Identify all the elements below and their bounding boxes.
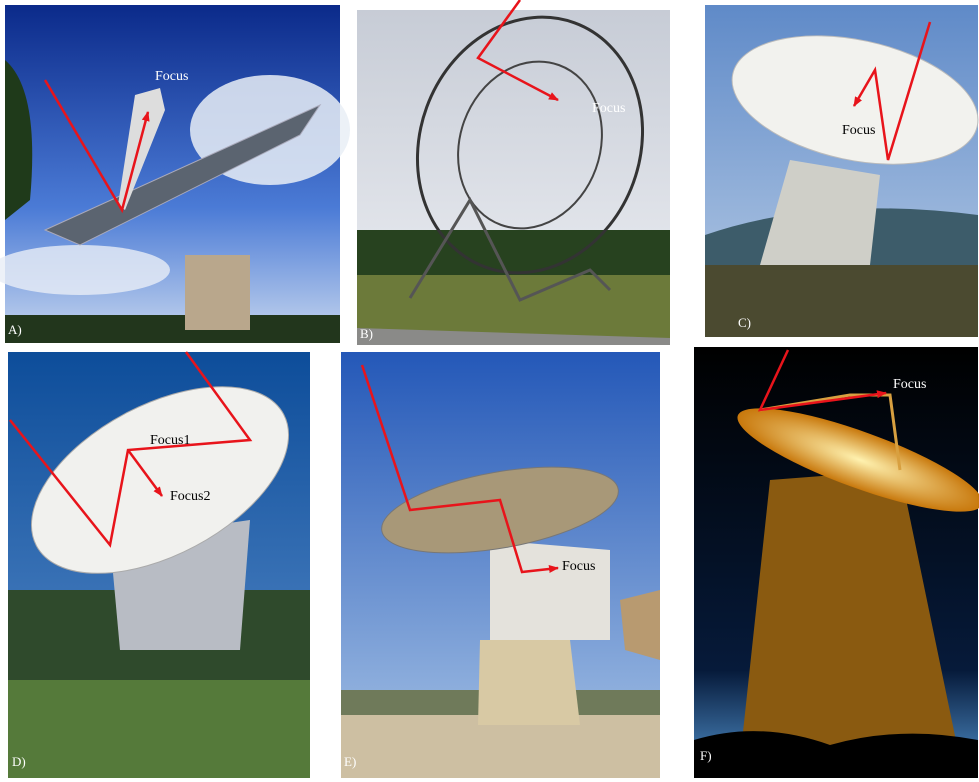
mount [760, 160, 880, 265]
panel-f: Focus F) [694, 347, 979, 778]
panel-a: Focus A) [0, 5, 350, 343]
tree [5, 60, 33, 220]
ground [8, 680, 310, 778]
panel-e: Focus E) [341, 352, 660, 778]
panel-d: Focus1 Focus2 D) [8, 351, 310, 778]
focus-label: Focus [155, 69, 188, 84]
ray [476, 0, 559, 102]
building [620, 590, 660, 660]
pedestal [478, 640, 580, 725]
panel-label: D) [12, 754, 26, 769]
focus-label: Focus1 [150, 433, 190, 448]
ray-arrow [126, 449, 164, 497]
focus-label: Focus [893, 377, 926, 392]
focus-label: Focus [842, 123, 875, 138]
focus-label: Focus [592, 101, 625, 116]
panel-label: B) [360, 326, 373, 341]
focus-label: Focus2 [170, 489, 210, 504]
cloud [0, 245, 170, 295]
dish-ring [457, 60, 603, 230]
focus-label: Focus [562, 559, 595, 574]
panel-c: Focus C) [705, 5, 979, 337]
panel-label: E) [344, 754, 356, 769]
panel-label: C) [738, 315, 751, 330]
dish [415, 15, 645, 275]
dish [381, 466, 619, 554]
ray [757, 349, 887, 412]
mount [490, 540, 610, 640]
dish [43, 103, 322, 246]
silhouette [694, 731, 978, 778]
panel-label: F) [700, 748, 712, 763]
mount [408, 196, 612, 302]
dish [737, 408, 979, 512]
ground [705, 265, 978, 337]
ground [341, 715, 660, 778]
panel-label: A) [8, 322, 22, 337]
ray [360, 364, 559, 574]
road [357, 328, 670, 345]
ray [852, 21, 932, 161]
ground [5, 315, 340, 343]
tower [740, 470, 960, 760]
panel-b: Focus B) [357, 0, 670, 345]
tower [185, 255, 250, 330]
ray [43, 79, 150, 214]
